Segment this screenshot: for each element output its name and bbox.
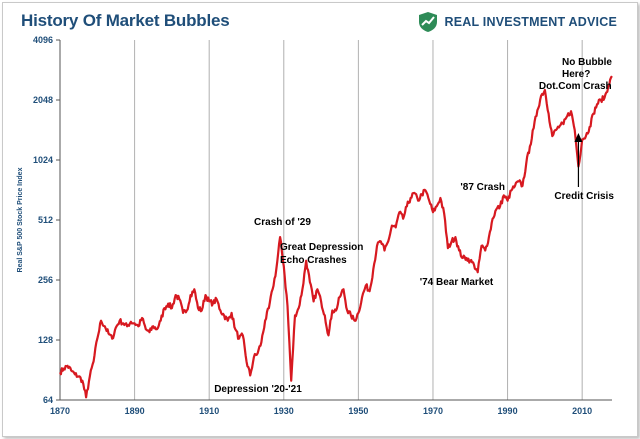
y-tick-label-128: 128: [38, 335, 53, 345]
annotation-4: '74 Bear Market: [420, 277, 494, 288]
x-tick-label-1870: 1870: [50, 406, 70, 416]
y-tick-label-256: 256: [38, 275, 53, 285]
axes: [56, 39, 612, 401]
y-tick-label-2048: 2048: [33, 95, 53, 105]
y-tick-label-1024: 1024: [33, 155, 53, 165]
annotation-2: Great Depression: [280, 242, 363, 253]
annotation-1: Crash of '29: [254, 217, 311, 228]
annotation-3: Echo Crashes: [280, 255, 347, 266]
x-tick-label-1930: 1930: [274, 406, 294, 416]
y-tick-label-64: 64: [43, 395, 53, 405]
y-axis-label: Real S&P 500 Stock Price Index: [17, 167, 24, 272]
x-tick-label-2010: 2010: [572, 406, 592, 416]
y-tick-label-4096: 4096: [33, 35, 53, 45]
brand-name: REAL INVESTMENT ADVICE: [444, 15, 617, 29]
chart-title: History Of Market Bubbles: [21, 11, 230, 30]
x-tick-label-1990: 1990: [498, 406, 518, 416]
grid-lines: [134, 40, 583, 400]
annotations: Depression '20-'21 Crash of '29 Great Depr…: [214, 57, 614, 395]
x-tick-label-1950: 1950: [348, 406, 368, 416]
annotation-6: Dot.Com Crash: [539, 81, 612, 92]
arrow-head-icon: [574, 133, 583, 142]
y-tick-label-512: 512: [38, 215, 53, 225]
x-tick-labels: 1870 1890 1910 1930 1950 1970 1990 2010: [50, 406, 592, 416]
series-line-sp500: [59, 75, 613, 399]
annotation-7: Credit Crisis: [554, 191, 614, 202]
annotation-8: No Bubble: [562, 57, 612, 68]
x-tick-label-1910: 1910: [199, 406, 219, 416]
brand-logo: REAL INVESTMENT ADVICE: [417, 11, 617, 33]
x-tick-label-1970: 1970: [423, 406, 443, 416]
x-tick-label-1890: 1890: [125, 406, 145, 416]
annotation-5: '87 Crash: [460, 182, 505, 193]
y-tick-labels: 64 128 256 512 1024 2048 4096: [33, 35, 53, 405]
annotation-9: Here?: [562, 69, 590, 80]
chart-shield-icon: [418, 12, 437, 32]
annotation-0: Depression '20-'21: [214, 384, 302, 395]
